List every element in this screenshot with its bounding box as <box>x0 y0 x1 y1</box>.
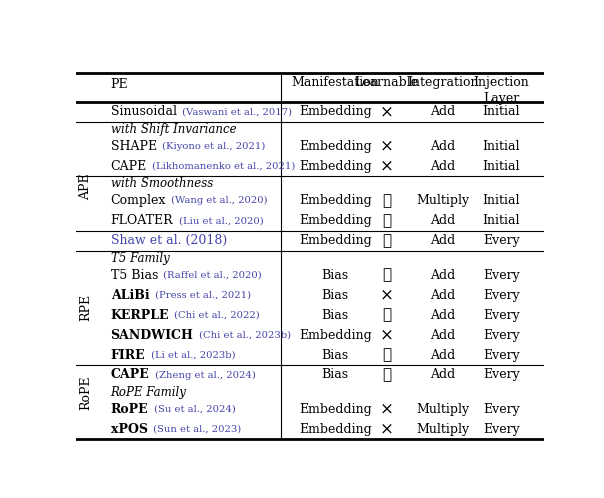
Text: ✓: ✓ <box>382 214 391 228</box>
Text: Every: Every <box>483 423 520 436</box>
Text: Every: Every <box>483 269 520 282</box>
Text: ×: × <box>380 401 394 418</box>
Text: (Chi et al., 2022): (Chi et al., 2022) <box>172 311 260 320</box>
Text: with Shift Invariance: with Shift Invariance <box>111 123 236 135</box>
Text: (Chi et al., 2023b): (Chi et al., 2023b) <box>196 331 291 340</box>
Text: Add: Add <box>430 309 455 322</box>
Text: KERPLE: KERPLE <box>111 309 169 322</box>
Text: Multiply: Multiply <box>416 194 469 207</box>
Text: ×: × <box>380 104 394 121</box>
Text: Embedding: Embedding <box>299 160 371 173</box>
Text: with Smoothness: with Smoothness <box>111 177 213 190</box>
Text: Add: Add <box>430 234 455 247</box>
Text: (Liu et al., 2020): (Liu et al., 2020) <box>176 216 263 225</box>
Text: PE: PE <box>111 78 128 91</box>
Text: Bias: Bias <box>322 269 349 282</box>
Text: Initial: Initial <box>483 214 520 227</box>
Text: Every: Every <box>483 329 520 342</box>
Text: (Sun et al., 2023): (Sun et al., 2023) <box>150 425 241 434</box>
Text: ✓: ✓ <box>382 348 391 362</box>
Text: Embedding: Embedding <box>299 329 371 342</box>
Text: Embedding: Embedding <box>299 234 371 247</box>
Text: (Su et al., 2024): (Su et al., 2024) <box>150 405 236 414</box>
Text: Embedding: Embedding <box>299 194 371 207</box>
Text: (Vaswani et al., 2017): (Vaswani et al., 2017) <box>179 108 292 117</box>
Text: (Press et al., 2021): (Press et al., 2021) <box>152 291 251 300</box>
Text: Add: Add <box>430 329 455 342</box>
Text: Embedding: Embedding <box>299 403 371 416</box>
Text: Sinusoidal: Sinusoidal <box>111 106 176 119</box>
Text: Complex: Complex <box>111 194 166 207</box>
Text: Embedding: Embedding <box>299 140 371 153</box>
Text: FIRE: FIRE <box>111 349 145 362</box>
Text: (Likhomanenko et al., 2021): (Likhomanenko et al., 2021) <box>149 162 295 171</box>
Text: FLOATER: FLOATER <box>111 214 173 227</box>
Text: Every: Every <box>483 369 520 381</box>
Text: ×: × <box>380 138 394 155</box>
Text: SHAPE: SHAPE <box>111 140 156 153</box>
Text: Every: Every <box>483 309 520 322</box>
Text: Every: Every <box>483 403 520 416</box>
Text: APE: APE <box>79 173 92 200</box>
Text: Multiply: Multiply <box>416 403 469 416</box>
Text: Bias: Bias <box>322 369 349 381</box>
Text: CAPE: CAPE <box>111 160 147 173</box>
Text: ✓: ✓ <box>382 368 391 382</box>
Text: Every: Every <box>483 234 520 247</box>
Text: (Li et al., 2023b): (Li et al., 2023b) <box>147 351 235 360</box>
Text: ×: × <box>380 158 394 175</box>
Text: Add: Add <box>430 349 455 362</box>
Text: ✓: ✓ <box>382 268 391 282</box>
Text: Bias: Bias <box>322 349 349 362</box>
Text: RPE: RPE <box>79 294 92 321</box>
Text: ✓: ✓ <box>382 308 391 322</box>
Text: ✓: ✓ <box>382 194 391 208</box>
Text: Manifestation: Manifestation <box>291 76 379 89</box>
Text: Learnable: Learnable <box>355 76 419 89</box>
Text: Injection
Layer: Injection Layer <box>474 76 529 105</box>
Text: ALiBi: ALiBi <box>111 289 149 302</box>
Text: Bias: Bias <box>322 309 349 322</box>
Text: Add: Add <box>430 289 455 302</box>
Text: (Kiyono et al., 2021): (Kiyono et al., 2021) <box>159 142 265 151</box>
Text: Embedding: Embedding <box>299 106 371 119</box>
Text: ✓: ✓ <box>382 234 391 248</box>
Text: RoPE: RoPE <box>79 375 92 409</box>
Text: ×: × <box>380 287 394 304</box>
Text: ×: × <box>380 327 394 344</box>
Text: RoPE Family: RoPE Family <box>111 386 187 399</box>
Text: Initial: Initial <box>483 160 520 173</box>
Text: ×: × <box>380 421 394 438</box>
Text: Add: Add <box>430 140 455 153</box>
Text: CAPE: CAPE <box>111 369 149 381</box>
Text: Embedding: Embedding <box>299 423 371 436</box>
Text: (Raffel et al., 2020): (Raffel et al., 2020) <box>160 271 262 280</box>
Text: (Wang et al., 2020): (Wang et al., 2020) <box>169 196 268 206</box>
Text: Embedding: Embedding <box>299 214 371 227</box>
Text: Add: Add <box>430 214 455 227</box>
Text: xPOS: xPOS <box>111 423 147 436</box>
Text: Multiply: Multiply <box>416 423 469 436</box>
Text: Initial: Initial <box>483 140 520 153</box>
Text: Add: Add <box>430 269 455 282</box>
Text: Initial: Initial <box>483 194 520 207</box>
Text: Integration: Integration <box>407 76 479 89</box>
Text: Every: Every <box>483 349 520 362</box>
Text: Shaw et al. (2018): Shaw et al. (2018) <box>111 234 227 247</box>
Text: (Zheng et al., 2024): (Zheng et al., 2024) <box>152 371 255 379</box>
Text: Add: Add <box>430 369 455 381</box>
Text: T5 Family: T5 Family <box>111 251 169 264</box>
Text: Every: Every <box>483 289 520 302</box>
Text: T5 Bias: T5 Bias <box>111 269 158 282</box>
Text: Initial: Initial <box>483 106 520 119</box>
Text: RoPE: RoPE <box>111 403 148 416</box>
Text: Add: Add <box>430 106 455 119</box>
Text: Add: Add <box>430 160 455 173</box>
Text: Bias: Bias <box>322 289 349 302</box>
Text: SANDWICH: SANDWICH <box>111 329 193 342</box>
